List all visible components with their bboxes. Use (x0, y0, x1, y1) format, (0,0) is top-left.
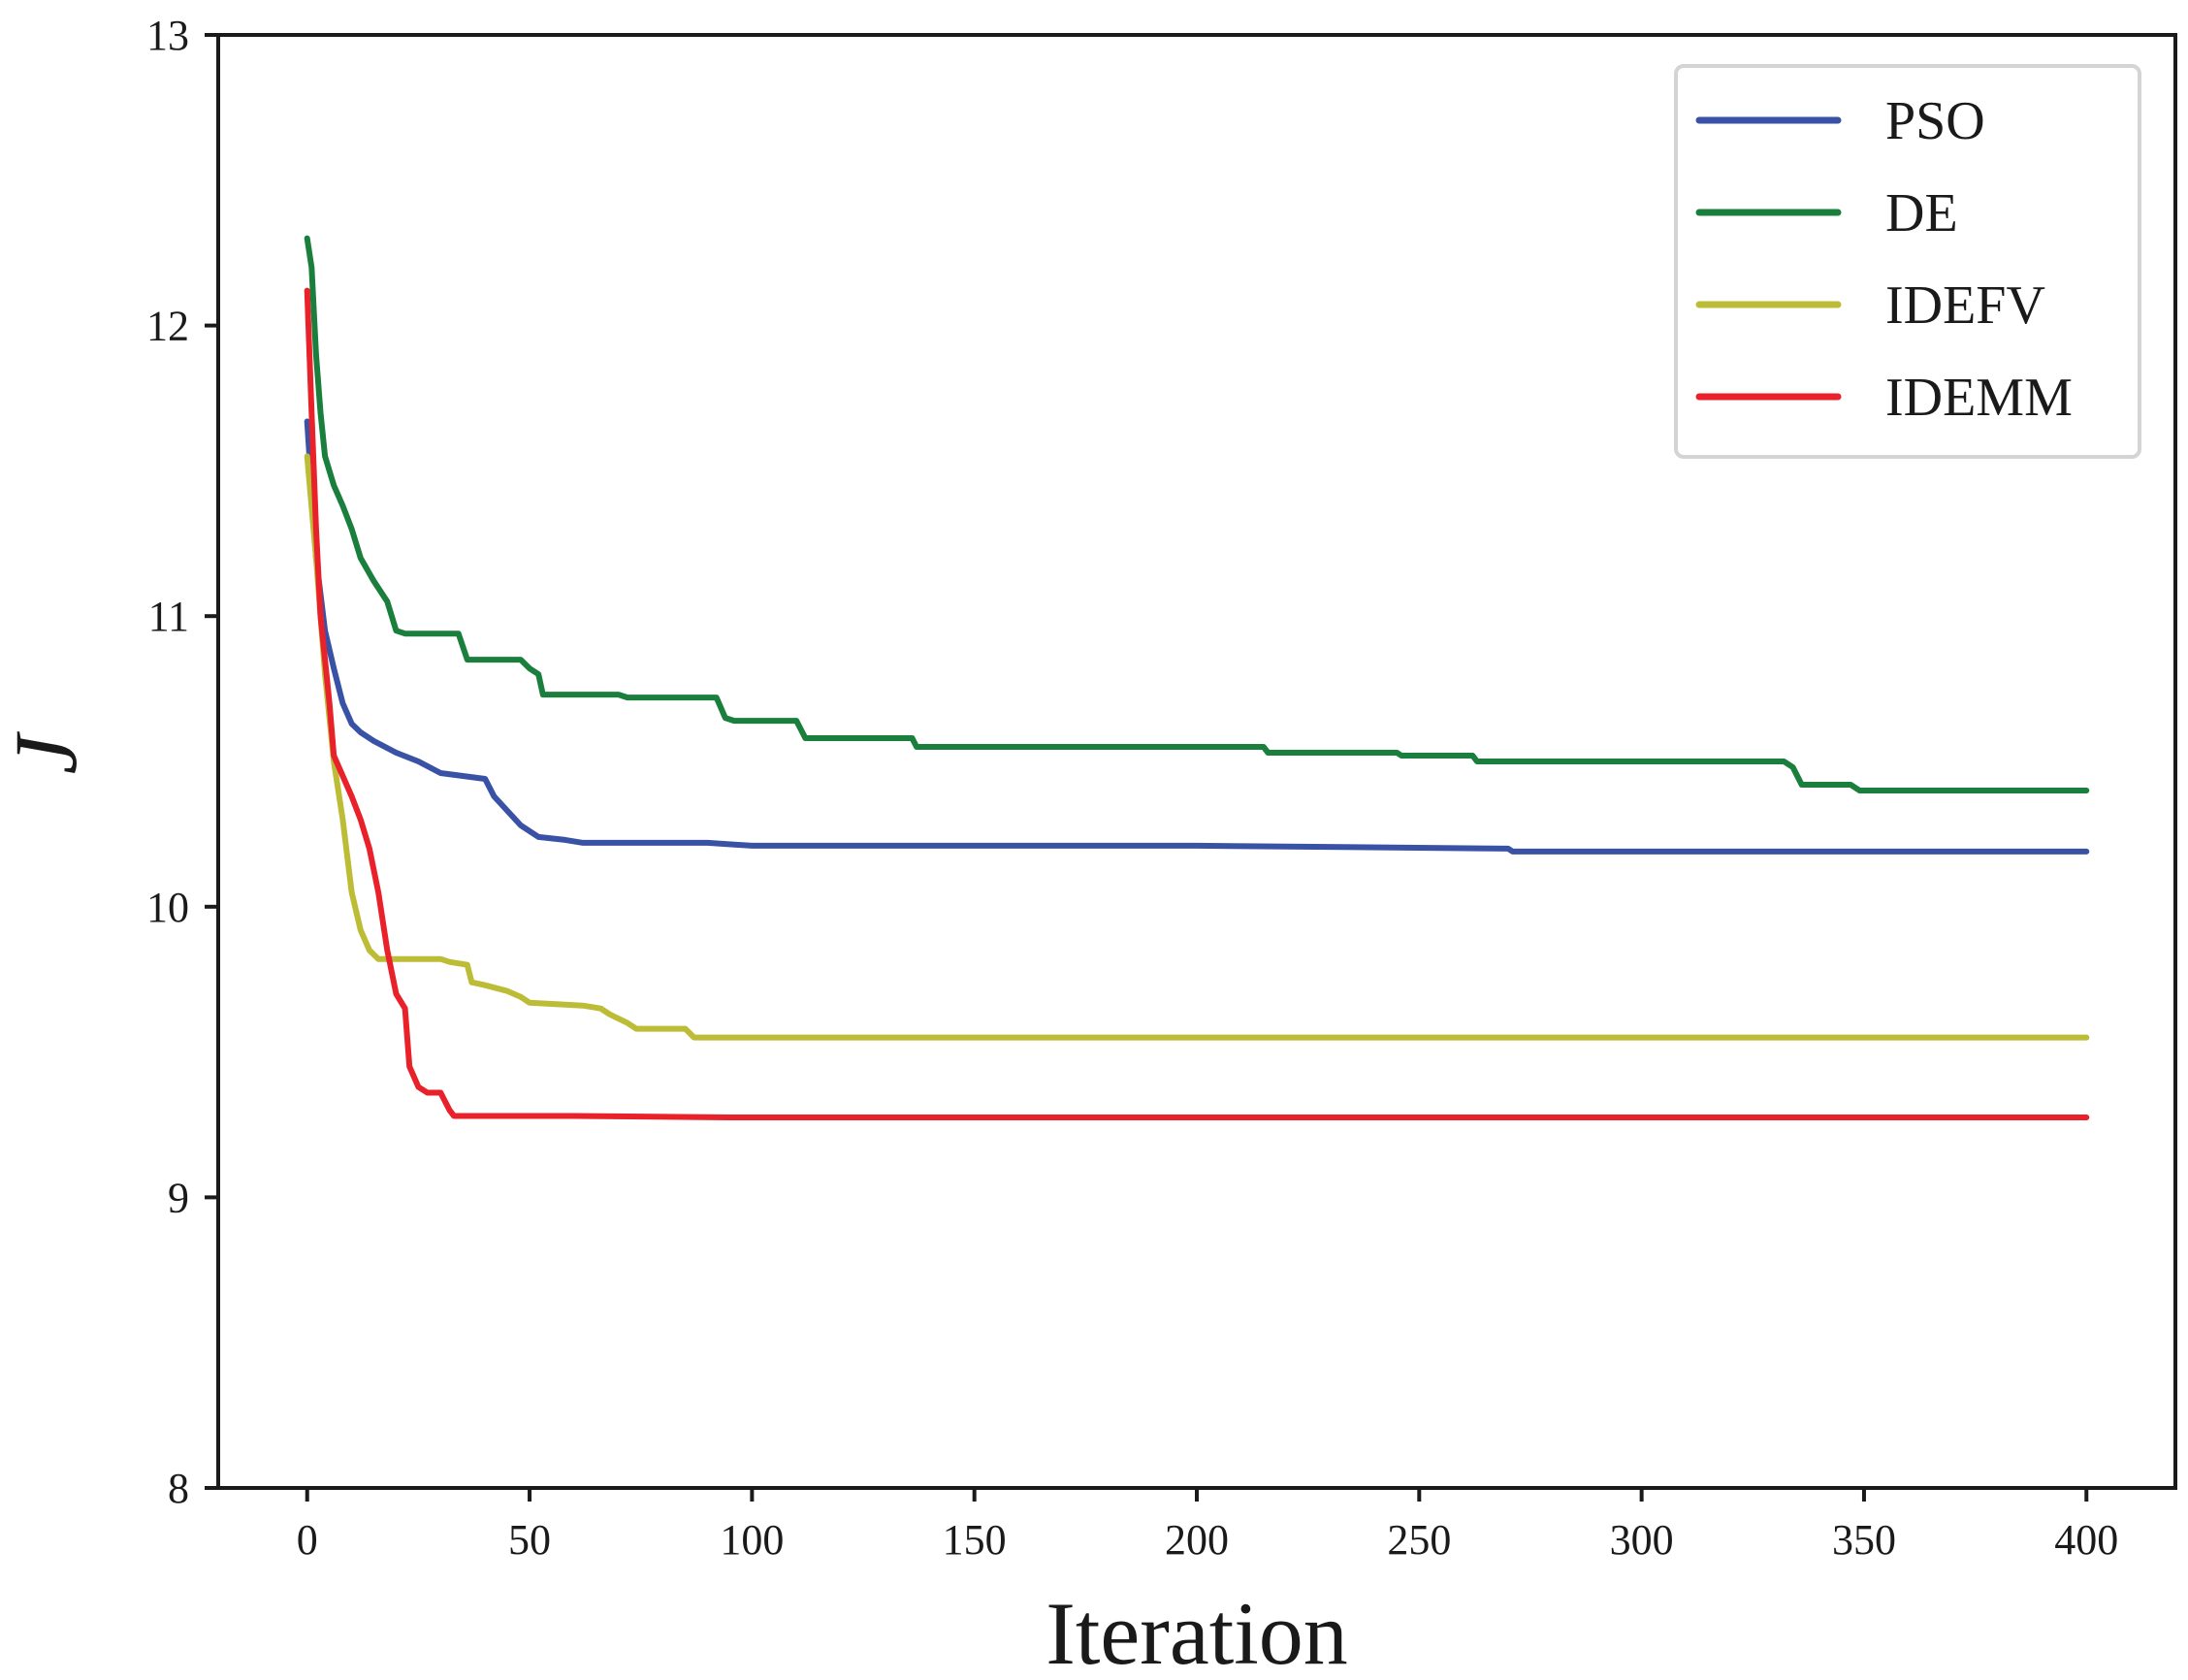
x-tick-label: 50 (508, 1516, 551, 1564)
y-tick-label: 10 (146, 884, 189, 931)
y-tick-label: 9 (168, 1174, 189, 1221)
x-tick-label: 150 (943, 1516, 1007, 1564)
x-tick-label: 350 (1832, 1516, 1896, 1564)
y-tick-label: 8 (168, 1465, 189, 1512)
x-tick-label: 200 (1165, 1516, 1229, 1564)
series-line-pso (304, 418, 2090, 855)
legend: PSO DE IDEFV IDEMM (1674, 64, 2141, 459)
x-tick-label: 300 (1610, 1516, 1674, 1564)
legend-label-idefv: IDEFV (1885, 275, 2045, 336)
y-tick-label: 11 (148, 593, 189, 640)
x-tick-label: 250 (1387, 1516, 1451, 1564)
legend-label-pso: PSO (1885, 91, 1985, 151)
x-tick-label: 100 (720, 1516, 784, 1564)
series-layer (304, 235, 2090, 1120)
legend-items: PSO DE IDEFV IDEMM (1695, 91, 2073, 428)
legend-label-de: DE (1885, 183, 1958, 243)
x-tick-label: 400 (2054, 1516, 2118, 1564)
series-line-de (304, 235, 2090, 793)
series-line-idefv (304, 453, 2090, 1041)
x-axis-title: Iteration (1046, 1584, 1348, 1680)
legend-label-idemm: IDEMM (1885, 368, 2073, 428)
y-axis-title: J (0, 730, 95, 774)
series-line-idemm (304, 287, 2090, 1120)
legend-frame (1674, 64, 2141, 459)
x-tick-label: 0 (297, 1516, 318, 1564)
ticks-layer: 0 50 100 150 200 250 300 350 400 8 9 10 11 12 13 (146, 12, 2118, 1564)
y-tick-label: 12 (146, 303, 189, 350)
y-tick-label: 13 (146, 12, 189, 59)
